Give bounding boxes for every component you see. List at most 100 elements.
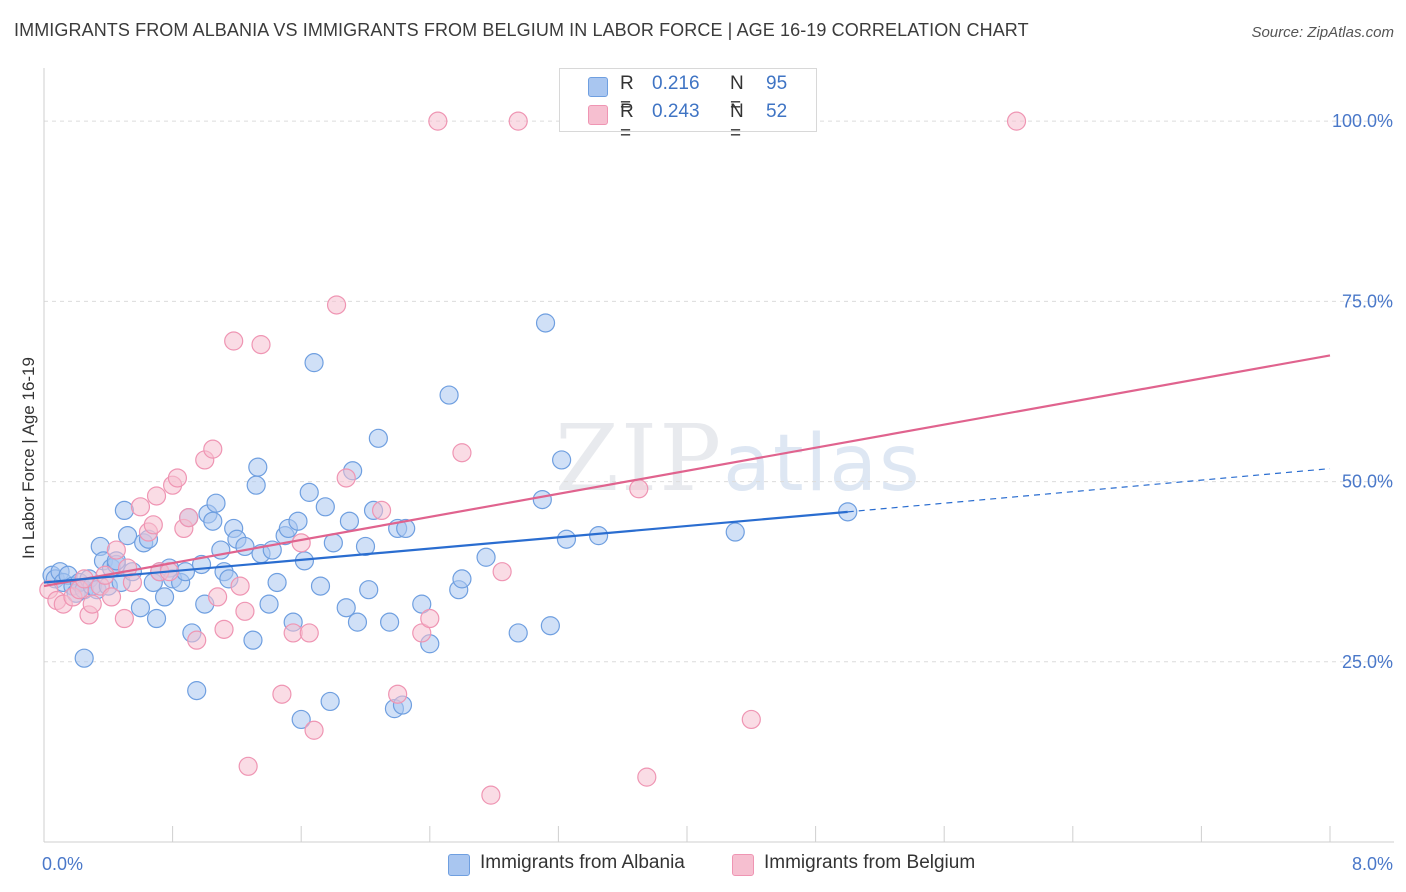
data-point bbox=[371, 500, 392, 521]
albania-swatch bbox=[588, 77, 608, 97]
data-point bbox=[535, 313, 556, 333]
data-point bbox=[122, 572, 143, 593]
data-point bbox=[146, 486, 167, 506]
data-point bbox=[347, 612, 368, 632]
data-point bbox=[396, 518, 416, 539]
data-point bbox=[339, 511, 360, 531]
data-point bbox=[629, 479, 649, 499]
trend-lines bbox=[43, 354, 1331, 588]
albania-trend-extension bbox=[847, 468, 1331, 513]
y-tick-label: 50.0% bbox=[1342, 472, 1393, 492]
data-point bbox=[154, 587, 175, 607]
albania-legend-swatch bbox=[448, 854, 470, 876]
stats-legend: R = 0.216 N = 95 R = 0.243 N = 52 bbox=[559, 68, 817, 144]
data-point bbox=[336, 468, 356, 488]
data-point bbox=[741, 709, 761, 730]
data-point bbox=[481, 785, 501, 805]
data-point bbox=[476, 547, 496, 567]
data-point bbox=[320, 691, 340, 712]
data-point bbox=[251, 335, 271, 355]
data-point bbox=[508, 111, 528, 131]
data-point bbox=[725, 522, 745, 542]
data-point bbox=[540, 616, 560, 636]
n-label: N = bbox=[730, 101, 744, 144]
data-point bbox=[380, 612, 400, 632]
data-point bbox=[243, 630, 263, 650]
albania-trend-line bbox=[43, 510, 848, 584]
data-point bbox=[230, 576, 250, 596]
r-label: R = bbox=[620, 101, 634, 144]
data-point bbox=[299, 623, 319, 643]
chart-title: IMMIGRANTS FROM ALBANIA VS IMMIGRANTS FR… bbox=[14, 20, 1029, 40]
data-point bbox=[428, 111, 448, 131]
data-point bbox=[187, 630, 207, 650]
data-point bbox=[552, 450, 572, 470]
data-point bbox=[235, 536, 255, 557]
albania-r-value: 0.216 bbox=[652, 73, 700, 94]
data-point bbox=[508, 623, 528, 643]
data-point bbox=[1006, 111, 1027, 131]
data-point bbox=[267, 572, 287, 593]
n-label: N = bbox=[730, 73, 744, 116]
data-point bbox=[208, 587, 228, 607]
x-tick-label: 8.0% bbox=[1352, 854, 1393, 874]
data-point bbox=[101, 587, 122, 607]
data-point bbox=[114, 500, 134, 521]
albania-legend-label: Immigrants from Albania bbox=[480, 852, 685, 873]
data-point bbox=[106, 540, 126, 560]
axes bbox=[43, 68, 1394, 843]
data-point bbox=[556, 529, 577, 549]
x-tick-label: 0.0% bbox=[42, 854, 83, 874]
tick-labels: 25.0% 50.0% 75.0% 100.0% 0.0% 8.0% In Labor Fo… bbox=[19, 111, 1393, 874]
data-point bbox=[452, 569, 472, 589]
data-point bbox=[117, 526, 138, 546]
data-point bbox=[588, 526, 609, 546]
data-point bbox=[82, 594, 102, 614]
data-point bbox=[203, 439, 223, 459]
data-point bbox=[130, 598, 151, 618]
source-label: Source: ZipAtlas.com bbox=[1251, 24, 1394, 41]
belgium-swatch bbox=[588, 105, 608, 125]
data-point bbox=[310, 576, 331, 596]
belgium-trend-line bbox=[43, 354, 1331, 588]
albania-n-value: 95 bbox=[766, 73, 788, 94]
data-point bbox=[532, 489, 552, 510]
data-point bbox=[187, 681, 207, 701]
data-point bbox=[439, 385, 459, 405]
data-point bbox=[420, 608, 440, 629]
data-point bbox=[323, 533, 343, 553]
data-point bbox=[259, 594, 279, 614]
data-point bbox=[238, 756, 258, 776]
data-point bbox=[355, 536, 376, 557]
data-point bbox=[388, 684, 408, 704]
y-axis-label: In Labor Force | Age 16-19 bbox=[19, 357, 38, 559]
data-point bbox=[326, 295, 347, 315]
data-point bbox=[167, 468, 188, 488]
data-point bbox=[637, 767, 657, 787]
belgium-legend-label: Immigrants from Belgium bbox=[764, 852, 976, 873]
data-point bbox=[272, 684, 292, 704]
belgium-n-value: 52 bbox=[766, 101, 788, 122]
data-point bbox=[283, 623, 303, 643]
data-point bbox=[304, 353, 324, 373]
data-point bbox=[206, 493, 226, 513]
data-point bbox=[224, 331, 244, 351]
data-point bbox=[368, 428, 388, 448]
data-point bbox=[291, 709, 311, 730]
r-label: R = bbox=[620, 73, 634, 116]
data-point bbox=[248, 457, 268, 477]
data-point bbox=[74, 648, 94, 668]
belgium-r-value: 0.243 bbox=[652, 101, 700, 122]
data-point bbox=[203, 511, 223, 531]
data-point bbox=[246, 475, 266, 495]
data-point bbox=[114, 608, 134, 629]
data-point bbox=[291, 533, 311, 553]
data-point bbox=[452, 443, 472, 463]
belgium-legend-swatch bbox=[732, 854, 754, 876]
data-point bbox=[143, 515, 163, 535]
y-tick-label: 75.0% bbox=[1342, 291, 1393, 311]
data-point bbox=[304, 720, 324, 740]
belgium-points bbox=[39, 111, 1027, 805]
data-point bbox=[299, 482, 319, 502]
